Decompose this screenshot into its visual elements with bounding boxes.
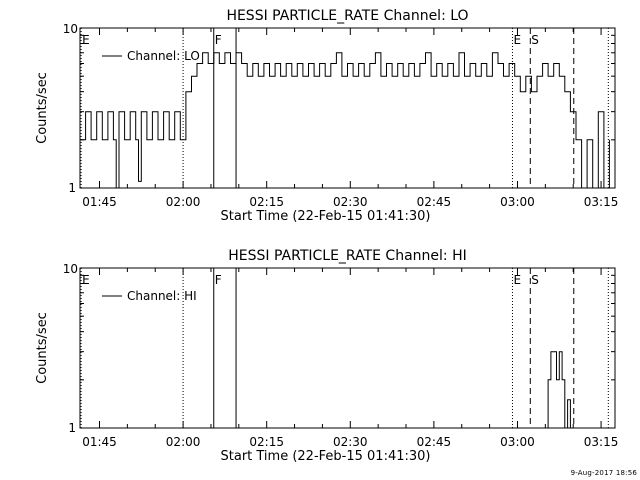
x-tick-label: 03:15 (584, 195, 619, 209)
x-tick-label: 02:00 (166, 435, 201, 449)
event-marker-label: S (531, 33, 539, 47)
x-tick-label: 03:00 (500, 435, 535, 449)
event-marker-label: F (215, 273, 222, 287)
x-tick-label: 02:45 (417, 435, 452, 449)
event-marker-label: F (215, 33, 222, 47)
legend-label: Channel: LO (127, 49, 200, 63)
chart-title: HESSI PARTICLE_RATE Channel: LO (226, 8, 468, 24)
y-axis-label: Counts/sec (35, 312, 50, 384)
event-marker-label: E (513, 33, 521, 47)
x-tick-label: 02:30 (333, 435, 368, 449)
x-tick-label: 02:15 (249, 195, 284, 209)
x-axis-label: Start Time (22-Feb-15 01:41:30) (221, 449, 431, 464)
x-tick-label: 02:45 (417, 195, 452, 209)
x-tick-label: 01:45 (82, 195, 117, 209)
y-tick-label: 10 (63, 262, 78, 276)
x-tick-label: 02:15 (249, 435, 284, 449)
y-tick-label: 1 (68, 421, 76, 435)
footer-date: 9-Aug-2017 18:56 (570, 469, 637, 477)
event-marker-label: E (82, 273, 90, 287)
series-line (545, 351, 571, 429)
series-line (80, 52, 610, 189)
x-tick-label: 02:30 (333, 195, 368, 209)
y-tick-label: 1 (68, 181, 76, 195)
chart-title: HESSI PARTICLE_RATE Channel: HI (228, 248, 466, 264)
plot-frame (79, 267, 616, 429)
plot-frame (79, 27, 616, 189)
x-axis-label: Start Time (22-Feb-15 01:41:30) (221, 209, 431, 224)
x-tick-label: 01:45 (82, 435, 117, 449)
x-tick-label: 03:15 (584, 435, 619, 449)
event-marker-label: S (531, 273, 539, 287)
event-marker-label: E (82, 33, 90, 47)
x-tick-label: 02:00 (166, 195, 201, 209)
legend-label: Channel: HI (127, 289, 197, 303)
x-tick-label: 03:00 (500, 195, 535, 209)
event-marker-label: E (513, 273, 521, 287)
y-tick-label: 10 (63, 22, 78, 36)
y-axis-label: Counts/sec (35, 72, 50, 144)
